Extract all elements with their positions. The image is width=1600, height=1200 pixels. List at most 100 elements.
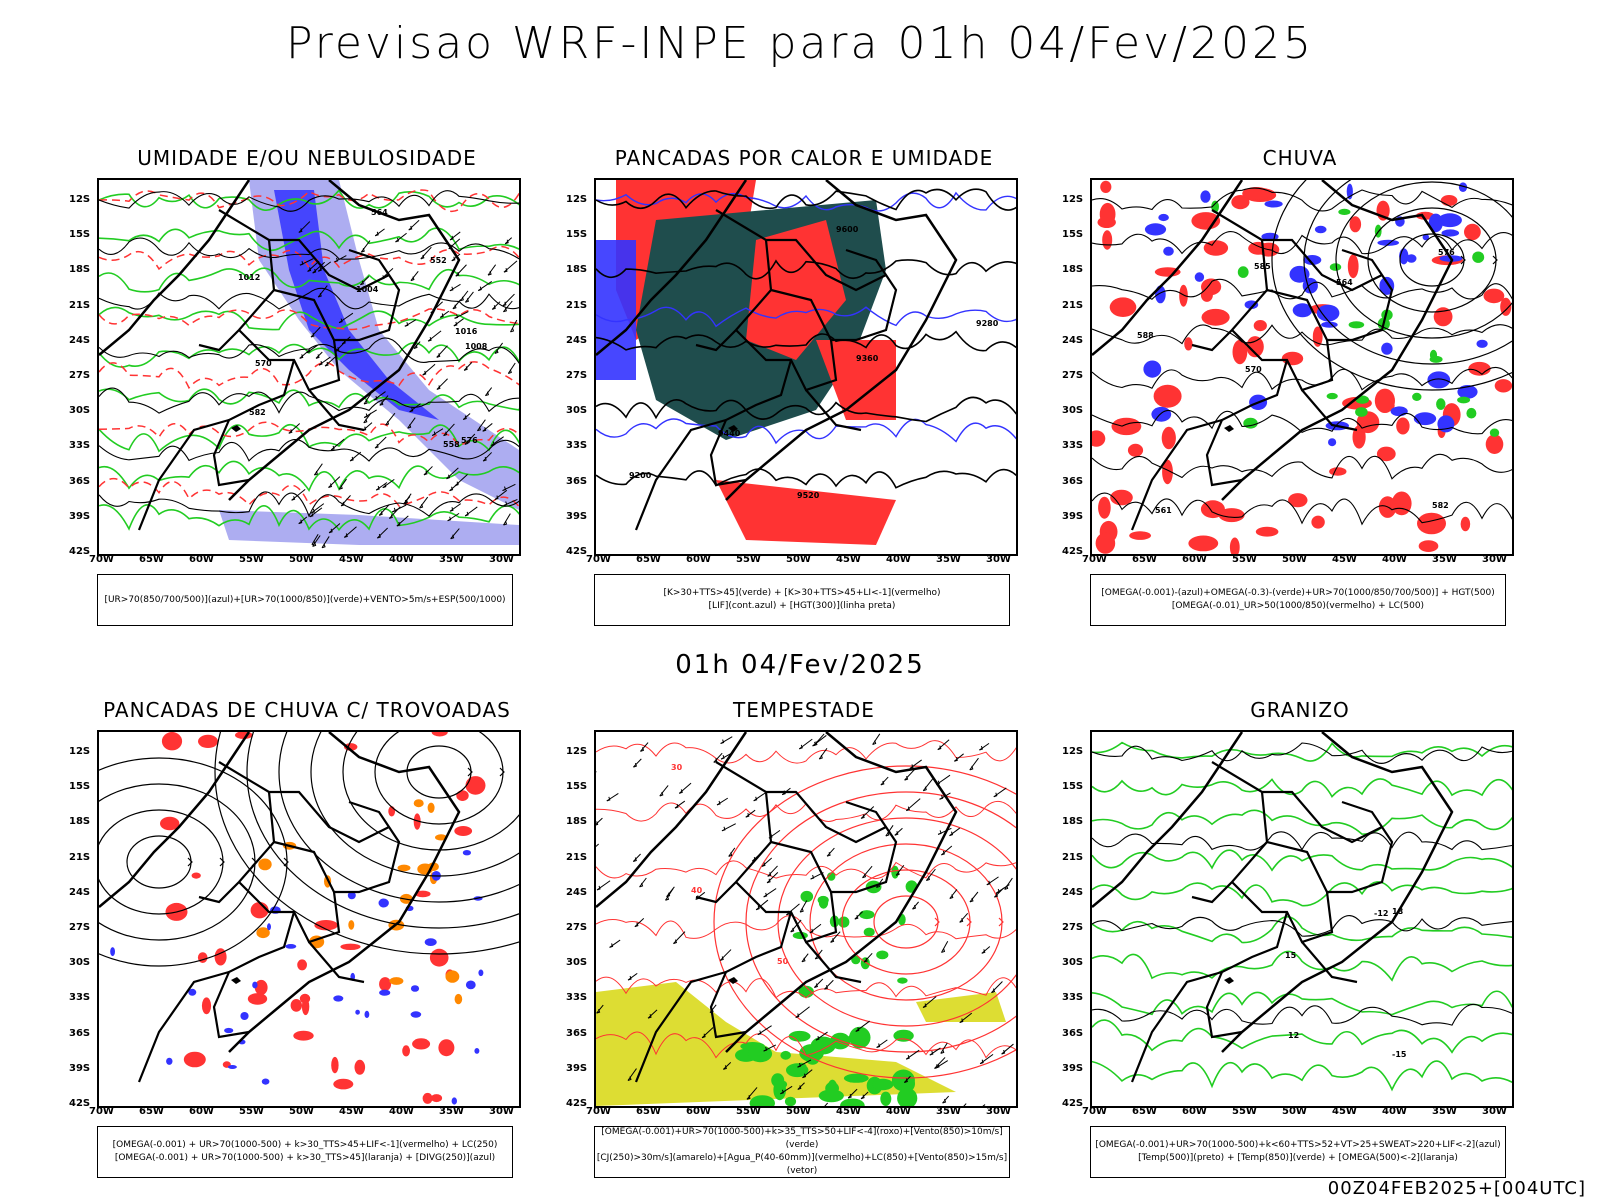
longitude-tick-label: 60W [1182, 1106, 1207, 1117]
map-graphics: -12 -15 18 15 12 [1092, 732, 1512, 1092]
latitude-tick-label: 42S [1062, 1098, 1084, 1109]
longitude-tick-label: 40W [886, 1106, 911, 1117]
latitude-tick-label: 36S [1062, 1027, 1084, 1039]
contour-label: 1016 [455, 327, 478, 336]
longitude-tick-label: 70W [1082, 554, 1107, 565]
longitude-tick-label: 35W [1432, 1106, 1457, 1117]
longitude-tick-label: 45W [1332, 1106, 1357, 1117]
longitude-tick-label: 65W [139, 1106, 164, 1117]
middle-date: 01h 04/Fev/2025 [675, 650, 925, 680]
latitude-tick-label: 18S [69, 264, 91, 276]
latitude-tick-label: 27S [1062, 922, 1084, 933]
legend-line: [OMEGA(-0.001)+UR>70(1000-500)+k<60+TTS>… [1095, 1140, 1501, 1150]
contour-label: 1008 [465, 342, 488, 351]
longitude-tick-label: 50W [786, 1106, 811, 1117]
contour-label: 561 [1155, 506, 1172, 515]
longitude-tick-label: 30W [1482, 1106, 1507, 1117]
latitude-tick-label: 36S [566, 1027, 588, 1039]
map-canvas: 50 40 30 [594, 730, 1018, 1108]
latitude-tick-label: 27S [69, 922, 91, 933]
latitude-tick-label: 12S [566, 746, 588, 757]
longitude-tick-label: 45W [339, 1106, 364, 1117]
longitude-tick-label: 65W [139, 554, 164, 565]
latitude-tick-label: 42S [566, 1098, 588, 1109]
longitude-tick-label: 70W [1082, 1106, 1107, 1117]
contour-label: 9440 [718, 429, 741, 438]
latitude-tick-label: 27S [566, 922, 588, 933]
latitude-tick-label: 24S [566, 334, 588, 346]
latitude-tick-label: 15S [1062, 229, 1084, 241]
contour-label: 582 [1432, 501, 1449, 510]
map-graphics: 50 40 30 [596, 732, 1016, 1106]
panel-title: TEMPESTADE [733, 698, 875, 722]
contour-label: 582 [249, 408, 266, 417]
contour-label: 564 [1336, 278, 1353, 287]
longitude-tick-label: 40W [886, 554, 911, 565]
longitude-tick-label: 60W [686, 1106, 711, 1117]
panel-title: CHUVA [1262, 146, 1338, 170]
latitude-tick-label: 42S [69, 1098, 91, 1109]
latitude-tick-label: 24S [566, 886, 588, 898]
latitude-tick-label: 12S [1062, 746, 1084, 757]
latitude-tick-label: 27S [69, 370, 91, 381]
legend-line: [LIF](cont.azul) + [HGT(300)](linha pret… [708, 601, 896, 611]
contour-label: 50 [777, 957, 789, 966]
legend-line: [CJ(250)>30m/s](amarelo)+[Agua_P(40-60mm… [596, 1153, 1008, 1176]
latitude-tick-label: 27S [566, 370, 588, 381]
legend-box: [OMEGA(-0.001)+UR>70(1000-500)+k<60+TTS>… [1090, 1126, 1506, 1178]
latitude-tick-label: 39S [566, 1062, 588, 1074]
longitude-tick-label: 70W [586, 554, 611, 565]
latitude-tick-label: 18S [69, 816, 91, 828]
legend-line: [OMEGA(-0.001) + UR>70(1000-500) + k>30_… [112, 1140, 498, 1150]
contour-label: 558 [443, 440, 460, 449]
contour-label: 30 [671, 763, 683, 772]
latitude-tick-label: 39S [1062, 510, 1084, 522]
latitude-tick-label: 30S [69, 405, 91, 417]
latitude-tick-label: 21S [1062, 299, 1084, 311]
map-canvas [97, 730, 521, 1108]
latitude-tick-label: 33S [69, 440, 91, 452]
longitude-tick-label: 60W [686, 554, 711, 565]
footer-stamp: 00Z04FEB2025+[004UTC] [1327, 1178, 1586, 1199]
longitude-tick-label: 70W [89, 1106, 114, 1117]
latitude-tick-label: 21S [69, 299, 91, 311]
legend-line: [OMEGA(-0.01)_UR>50(1000/850)(vermelho) … [1171, 601, 1425, 611]
latitude-tick-label: 15S [69, 781, 91, 793]
latitude-tick-label: 33S [566, 440, 588, 452]
longitude-tick-label: 50W [786, 554, 811, 565]
latitude-tick-label: 33S [1062, 440, 1084, 452]
map-graphics: 9600 9520 9440 9360 9280 9200 [596, 180, 1016, 545]
map-canvas: 9600 9520 9440 9360 9280 9200 [594, 178, 1018, 556]
longitude-tick-label: 55W [736, 554, 761, 565]
contour-label: 40 [691, 886, 703, 895]
latitude-tick-label: 15S [1062, 781, 1084, 793]
contour-label: 576 [461, 436, 478, 445]
panel-title: PANCADAS DE CHUVA C/ TROVOADAS [103, 698, 511, 722]
longitude-tick-label: 45W [1332, 554, 1357, 565]
latitude-tick-label: 36S [1062, 475, 1084, 487]
latitude-tick-label: 15S [69, 229, 91, 241]
map-canvas: 582 588 576 570 564 561 585 [1090, 178, 1514, 556]
contour-label: 552 [430, 256, 447, 265]
contour-label: 570 [1245, 365, 1262, 374]
longitude-tick-label: 55W [1232, 554, 1257, 565]
longitude-tick-label: 45W [836, 554, 861, 565]
latitude-tick-label: 39S [69, 1062, 91, 1074]
contour-label: -12 [1374, 909, 1388, 918]
map-graphics [99, 732, 519, 1105]
longitude-tick-label: 55W [239, 1106, 264, 1117]
longitude-tick-label: 45W [836, 1106, 861, 1117]
latitude-tick-label: 12S [566, 194, 588, 205]
contour-label: -15 [1392, 1050, 1407, 1059]
legend-box: [OMEGA(-0.001)+UR>70(1000-500)+k>35_TTS>… [594, 1126, 1010, 1178]
latitude-tick-label: 30S [566, 957, 588, 969]
longitude-tick-label: 30W [986, 554, 1011, 565]
longitude-tick-label: 70W [586, 1106, 611, 1117]
latitude-tick-label: 39S [566, 510, 588, 522]
latitude-tick-label: 39S [1062, 1062, 1084, 1074]
legend-line: [Temp(500)](preto) + [Temp(850)](verde) … [1138, 1153, 1458, 1163]
legend-box: [K>30+TTS>45](verde) + [K>30+TTS>45+LI<-… [594, 574, 1010, 626]
contour-label: 1004 [356, 285, 379, 294]
contour-label: 1012 [238, 273, 260, 282]
contour-label: 588 [1137, 331, 1154, 340]
